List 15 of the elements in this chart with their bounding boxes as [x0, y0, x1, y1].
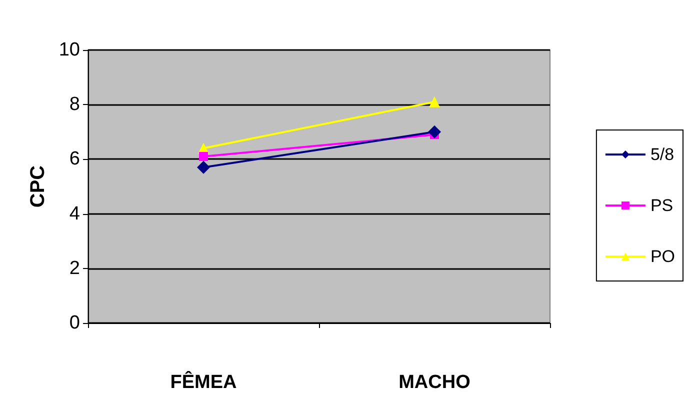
point: [199, 152, 208, 161]
y-tick-label: 2: [69, 258, 80, 279]
y-tick-label: 8: [69, 94, 80, 116]
x-tick-label: FÊMEA: [170, 370, 238, 393]
point: [197, 160, 210, 174]
y-tick-label: 10: [58, 40, 80, 60]
y-tick-label: 6: [69, 148, 80, 170]
legend-label: 5/8: [650, 145, 674, 164]
legend-label: PS: [650, 196, 674, 215]
y-tick-label: 4: [69, 203, 80, 224]
legend-label: PO: [650, 247, 675, 266]
y-tick-label: 0: [69, 312, 80, 334]
x-tick-label: MACHO: [398, 372, 470, 393]
y-axis-title: CPC: [26, 165, 49, 208]
point: [428, 125, 441, 138]
